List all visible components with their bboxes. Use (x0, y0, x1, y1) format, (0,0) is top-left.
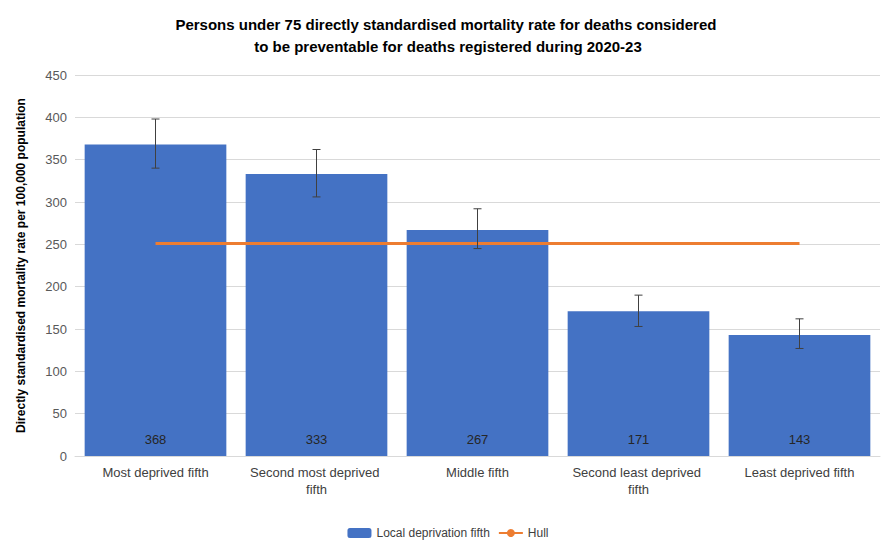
svg-text:400: 400 (45, 110, 67, 125)
svg-text:250: 250 (45, 237, 67, 252)
svg-text:Hull: Hull (528, 526, 549, 540)
svg-text:333: 333 (306, 432, 328, 447)
svg-text:450: 450 (45, 68, 67, 83)
svg-text:150: 150 (45, 322, 67, 337)
svg-text:300: 300 (45, 195, 67, 210)
svg-text:100: 100 (45, 364, 67, 379)
svg-text:Persons under 75 directly stan: Persons under 75 directly standardised m… (175, 16, 720, 33)
svg-text:to be preventable for deaths r: to be preventable for deaths registered … (254, 38, 642, 55)
svg-text:368: 368 (145, 432, 167, 447)
svg-text:Directly standardised mortalit: Directly standardised mortality rate per… (14, 98, 28, 433)
svg-text:Least deprived fifth: Least deprived fifth (745, 465, 855, 480)
svg-text:fifth: fifth (628, 482, 649, 497)
svg-text:200: 200 (45, 279, 67, 294)
svg-text:143: 143 (789, 432, 811, 447)
svg-text:267: 267 (467, 432, 489, 447)
svg-text:50: 50 (53, 406, 67, 421)
svg-text:171: 171 (628, 432, 650, 447)
svg-text:fifth: fifth (306, 482, 327, 497)
svg-text:Second least deprived: Second least deprived (572, 465, 704, 480)
svg-text:Local deprivation fifth: Local deprivation fifth (376, 526, 489, 540)
svg-text:Most deprived fifth: Most deprived fifth (102, 465, 208, 480)
svg-text:0: 0 (60, 449, 67, 464)
svg-text:Second most deprived: Second most deprived (250, 465, 383, 480)
svg-text:Middle fifth: Middle fifth (446, 465, 509, 480)
svg-text:350: 350 (45, 152, 67, 167)
